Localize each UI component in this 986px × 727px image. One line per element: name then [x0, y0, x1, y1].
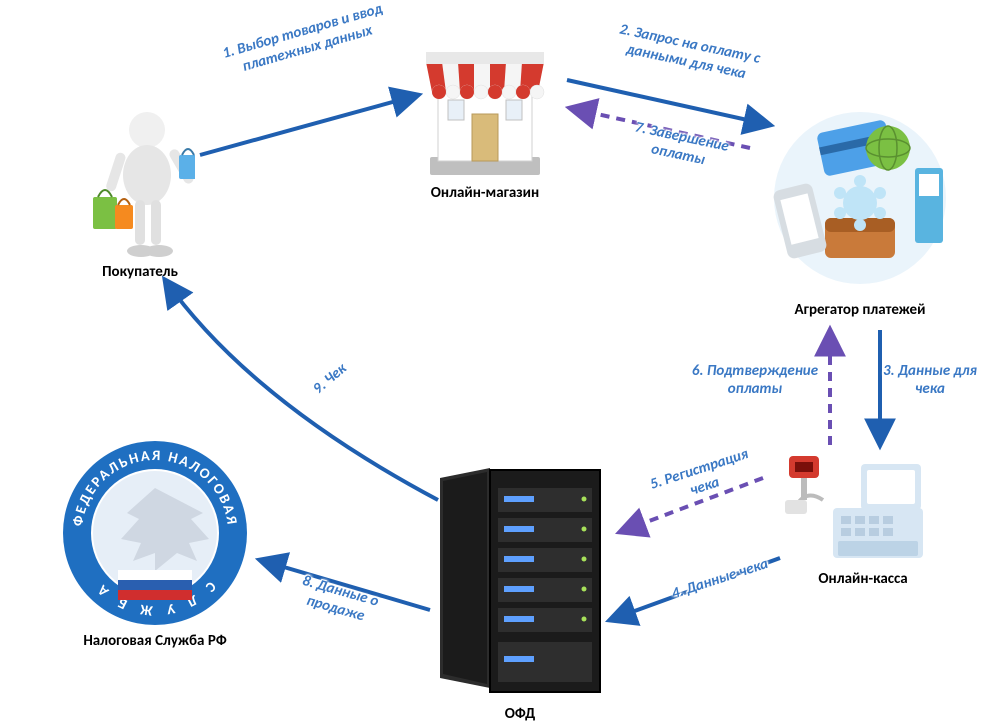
label-agg: Агрегатор платежей	[760, 301, 960, 319]
edge-e8	[260, 560, 430, 610]
label-buyer: Покупатель	[40, 263, 240, 281]
aggregator-icon	[770, 108, 950, 288]
tax-badge-icon: ФЕДЕРАЛЬНАЯ НАЛОГОВАЯ С Л У Ж Б А	[60, 438, 250, 628]
shop-icon	[420, 42, 550, 177]
cash-register-icon	[783, 438, 928, 568]
label-tax: Налоговая Служба РФ	[55, 632, 255, 650]
edge-e5	[620, 478, 763, 532]
diagram-stage: ФЕДЕРАЛЬНАЯ НАЛОГОВАЯ С Л У Ж Б А Покупа…	[0, 0, 986, 727]
buyer-icon	[85, 105, 195, 260]
label-cash: Онлайн-касса	[793, 570, 933, 588]
label-ofd: ОФД	[470, 705, 570, 723]
server-icon	[428, 458, 613, 703]
edge-e1	[200, 95, 418, 155]
edge-e2	[567, 80, 770, 125]
edge-e4	[610, 558, 780, 620]
label-shop: Онлайн-магазин	[385, 184, 585, 202]
